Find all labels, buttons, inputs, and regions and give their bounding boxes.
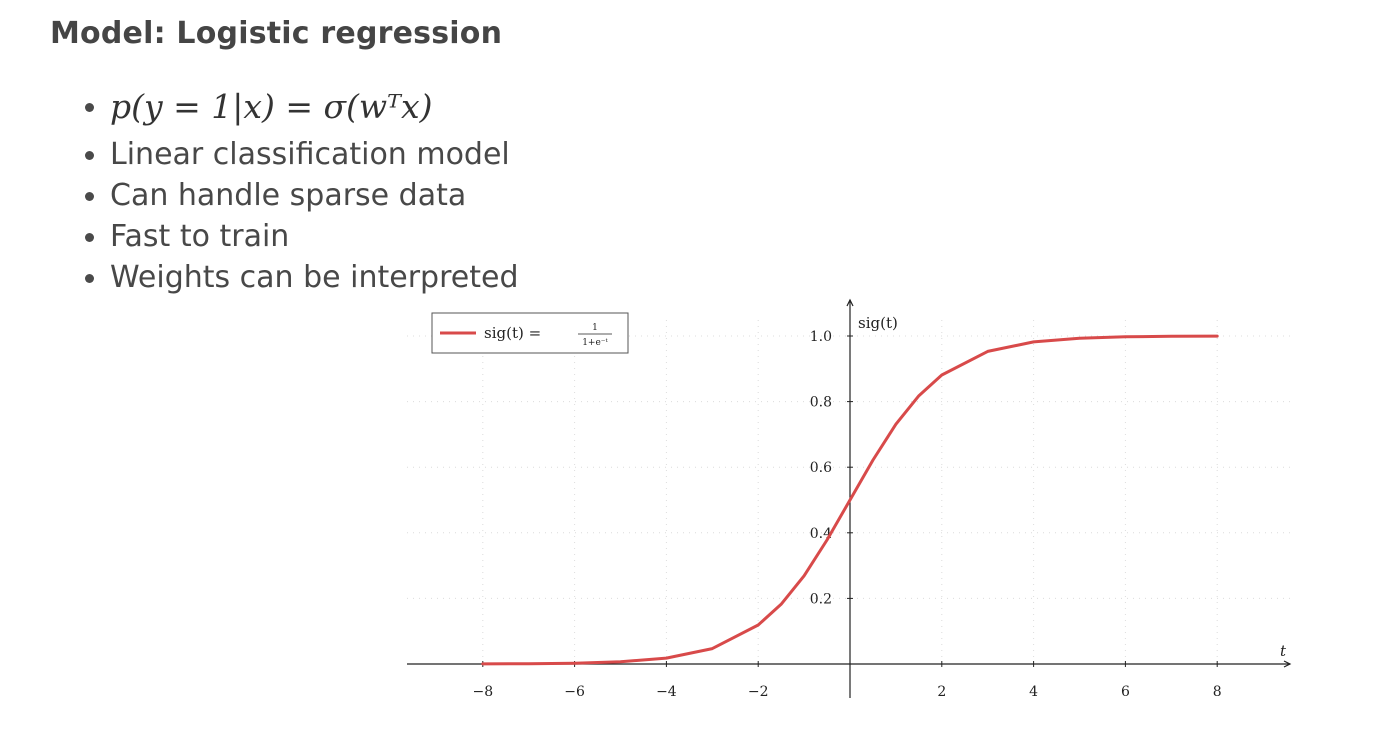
chart-series [481,334,1219,666]
sigmoid-series-line [481,334,1219,666]
bullet-linear-model: Linear classification model [82,134,519,175]
y-tick-label: 1.0 [810,329,832,345]
x-tick-label: 6 [1121,684,1130,700]
x-tick-label: 8 [1213,684,1222,700]
x-tick-label: 4 [1029,684,1038,700]
chart-ticks: −8 −6 −4 −2 2 4 6 8 0.2 0.4 0.6 0.8 1.0 [472,329,1221,700]
formula-bullet: p(y = 1|x) = σ(wᵀx) [82,80,519,134]
slide-title: Model: Logistic regression [50,16,503,51]
y-tick-label: 0.2 [810,591,832,607]
legend-numerator: 1 [592,323,598,333]
chart-grid [407,320,1290,662]
x-axis-label: t [1280,642,1287,660]
chart-legend: sig(t) = 1 1+e⁻ᵗ [431,312,629,354]
bullet-sparse-data: Can handle sparse data [82,175,519,216]
legend-denominator: 1+e⁻ᵗ [582,338,608,348]
chart-axes: t sig(t) [407,298,1292,698]
bullet-fast-train: Fast to train [82,216,519,257]
bullet-list: p(y = 1|x) = σ(wᵀx) Linear classificatio… [82,80,519,298]
legend-label: sig(t) = [484,324,541,342]
y-tick-label: 0.8 [810,395,832,411]
x-tick-label: 2 [937,684,946,700]
y-axis-arrow [846,298,854,307]
y-axis-label: sig(t) [858,314,898,332]
bullet-interpreted: Weights can be interpreted [82,257,519,298]
x-tick-label: −8 [472,684,493,700]
x-tick-label: −6 [564,684,585,700]
x-tick-label: −4 [656,684,677,700]
y-tick-label: 0.4 [810,526,832,542]
x-axis-arrow [1283,660,1292,668]
x-tick-label: −2 [748,684,769,700]
y-tick-label: 0.6 [810,460,832,476]
